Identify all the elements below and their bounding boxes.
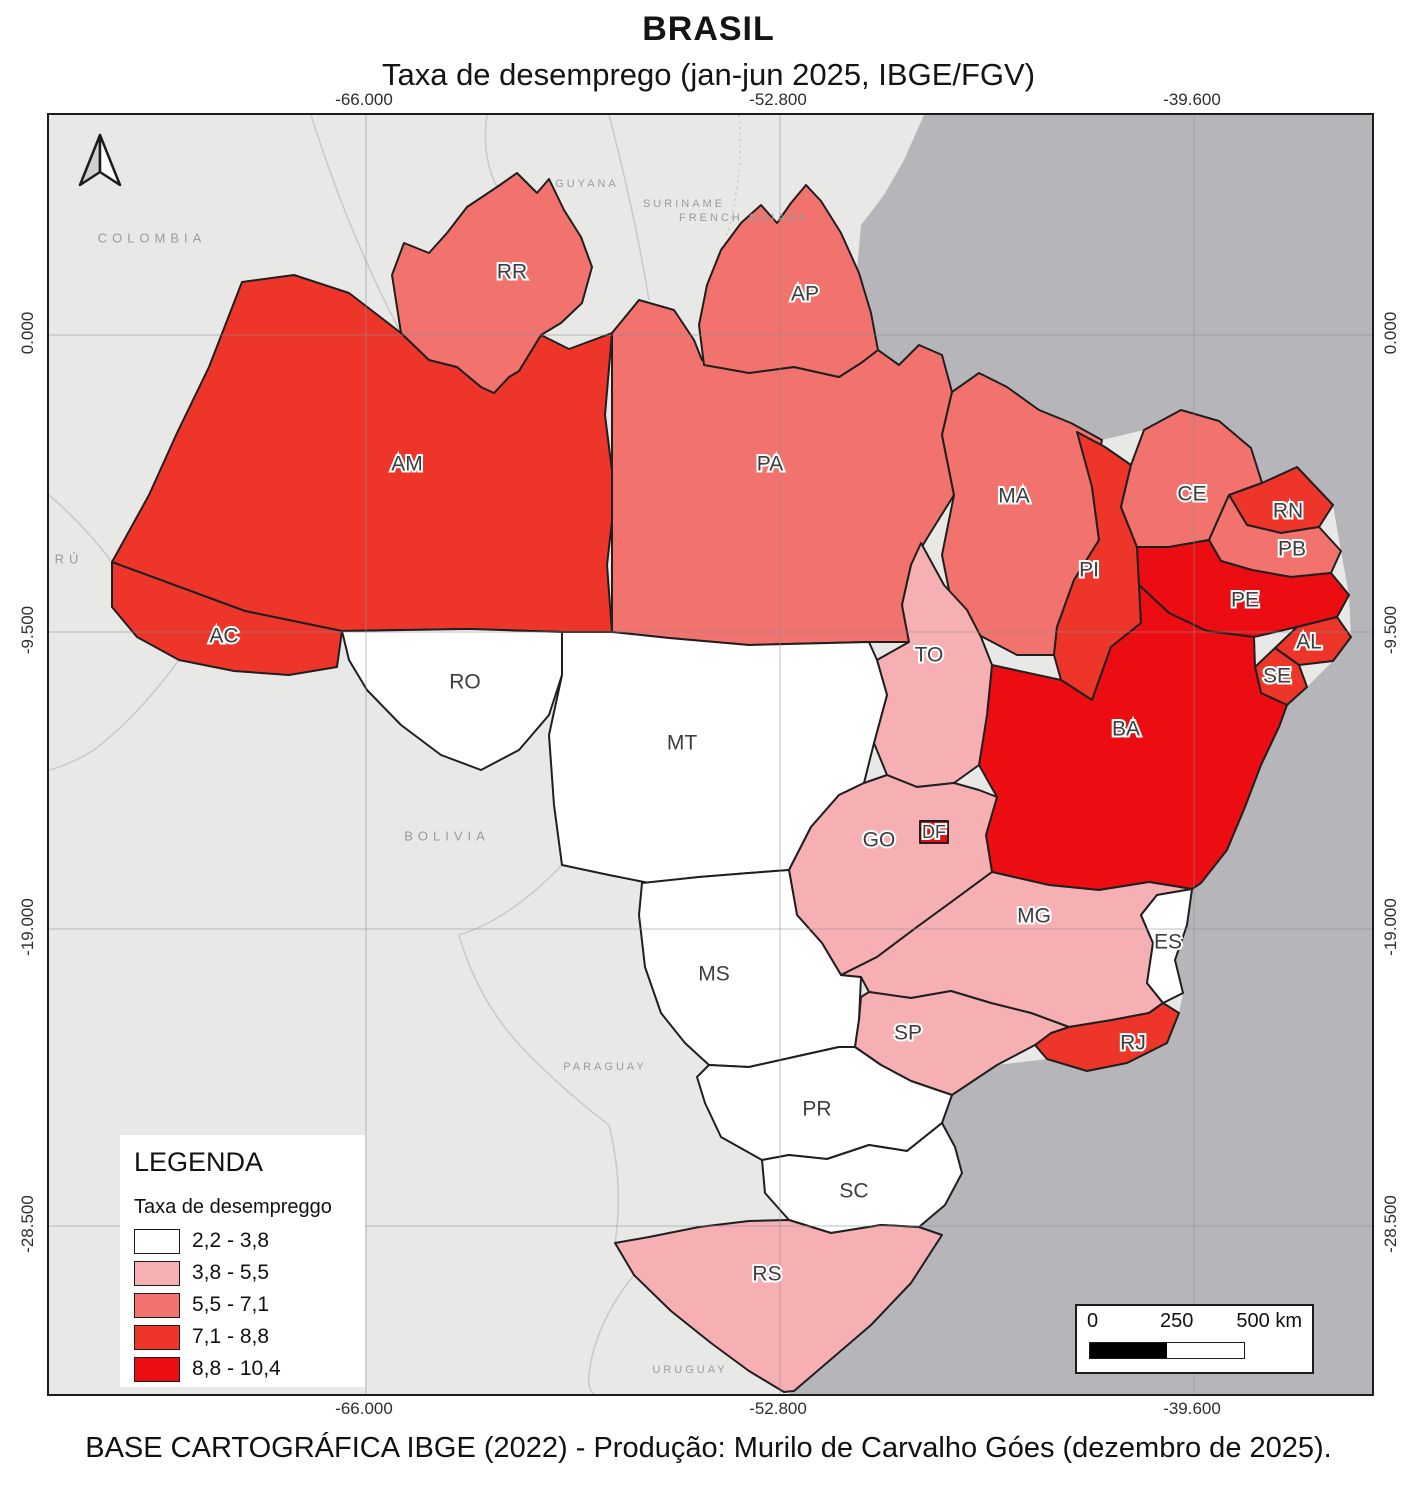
country-label-uruguay: URUGUAY <box>652 1364 727 1376</box>
state-labels: AM AC RO RR PA AP MA PI CE RN PB PE AL S… <box>207 259 1323 1288</box>
country-label-colombia: COLOMBIA <box>98 230 207 245</box>
state-DF <box>919 820 949 844</box>
state-RR <box>391 172 593 394</box>
legend-row: 8,8 - 10,4 <box>134 1353 351 1385</box>
graticule-lines <box>49 115 1372 1394</box>
state-label-DF: DF <box>922 822 946 842</box>
map-subtitle: Taxa de desemprego (jan-jun 2025, IBGE/F… <box>381 57 1036 92</box>
neighbor-country-borders <box>49 115 741 1394</box>
state-ES <box>1140 888 1193 1004</box>
state-label-MS: MS <box>698 963 730 986</box>
axis-top-3: -39.600 <box>1163 90 1221 109</box>
axis-right-3: -19.000 <box>1381 898 1400 956</box>
legend-swatch-5 <box>134 1356 180 1382</box>
scalebar-segment-white <box>1167 1343 1244 1358</box>
axis-top-1: -66.000 <box>335 90 393 109</box>
legend-label-3: 5,5 - 7,1 <box>192 1293 270 1316</box>
scalebar-segment-black <box>1090 1343 1167 1358</box>
state-SP <box>854 990 1070 1096</box>
scalebar-tick-250: 250 <box>1160 1310 1194 1332</box>
scalebar-labels: 0 250 500 km <box>1077 1310 1312 1334</box>
axis-left-3: -19.000 <box>18 898 37 956</box>
state-label-AC: AC <box>209 625 238 648</box>
state-label-RO: RO <box>449 671 481 694</box>
neighbor-country-labels: COLOMBIA GUYANA SURINAME FRENCH GUIANA R… <box>55 178 809 1376</box>
state-AP <box>698 184 879 378</box>
axis-left-2: -9.500 <box>18 605 37 655</box>
axis-bottom-2: -52.800 <box>749 1399 807 1418</box>
state-label-MG: MG <box>1017 905 1051 928</box>
legend-swatch-4 <box>134 1324 180 1350</box>
map-title: BRASIL <box>642 10 775 48</box>
axis-right-4: -28.500 <box>1381 1195 1400 1253</box>
state-RS <box>614 1219 943 1393</box>
state-label-GO: GO <box>863 829 896 852</box>
country-label-guyana: GUYANA <box>555 178 619 190</box>
north-arrow-icon <box>78 133 122 187</box>
axis-top-2: -52.800 <box>749 90 807 109</box>
axis-left-4: -28.500 <box>18 1195 37 1253</box>
state-label-RR: RR <box>497 261 527 284</box>
state-AC <box>111 561 343 676</box>
states-layer <box>111 172 1352 1393</box>
scalebar: 0 250 500 km <box>1075 1304 1314 1374</box>
legend-label-2: 3,8 - 5,5 <box>192 1261 270 1284</box>
state-label-PR: PR <box>802 1098 831 1121</box>
legend-row: 7,1 - 8,8 <box>134 1321 351 1353</box>
country-label-french-guiana: FRENCH GUIANA <box>679 212 809 224</box>
map-svg: COLOMBIA GUYANA SURINAME FRENCH GUIANA R… <box>49 115 1372 1394</box>
state-label-RN: RN <box>1273 500 1303 523</box>
scalebar-unit: km <box>1275 1310 1302 1332</box>
state-label-CE: CE <box>1177 483 1206 506</box>
axis-right-1: 0.000 <box>1381 311 1400 355</box>
state-label-BA: BA <box>1112 718 1140 741</box>
country-label-bolivia: BOLIVIA <box>404 828 490 843</box>
scalebar-tick-0: 0 <box>1087 1310 1099 1332</box>
state-label-RJ: RJ <box>1120 1032 1146 1055</box>
state-label-AP: AP <box>791 283 819 306</box>
legend-swatch-2 <box>134 1260 180 1286</box>
state-label-TO: TO <box>915 644 944 667</box>
legend-row: 5,5 - 7,1 <box>134 1289 351 1321</box>
state-label-RS: RS <box>752 1263 781 1286</box>
state-label-SE: SE <box>1263 665 1291 688</box>
map-source-caption: BASE CARTOGRÁFICA IBGE (2022) - Produção… <box>85 1432 1332 1464</box>
state-label-MA: MA <box>998 485 1030 508</box>
legend-row: 2,2 - 3,8 <box>134 1225 351 1257</box>
legend-swatch-3 <box>134 1292 180 1318</box>
country-label-suriname: SURINAME <box>643 198 725 210</box>
legend-row: 3,8 - 5,5 <box>134 1257 351 1289</box>
state-label-PB: PB <box>1278 538 1306 561</box>
legend-title: LEGENDA <box>134 1147 264 1177</box>
state-label-MT: MT <box>667 732 697 755</box>
legend-label-5: 8,8 - 10,4 <box>192 1357 281 1380</box>
legend-label-4: 7,1 - 8,8 <box>192 1325 270 1348</box>
state-label-PE: PE <box>1231 589 1259 612</box>
state-label-PA: PA <box>757 453 783 476</box>
state-label-SC: SC <box>839 1180 868 1203</box>
scalebar-tick-500: 500 km <box>1236 1310 1302 1333</box>
scalebar-tick-500-value: 500 <box>1236 1310 1270 1332</box>
scalebar-bar <box>1089 1342 1245 1359</box>
legend-layer-title: Taxa de desempreggo <box>134 1196 332 1218</box>
legend-panel: LEGENDA Taxa de desempreggo 2,2 - 3,8 3,… <box>120 1135 365 1387</box>
state-label-AM: AM <box>391 453 423 476</box>
country-label-paraguay: PARAGUAY <box>563 1061 647 1073</box>
axis-right-2: -9.500 <box>1381 605 1400 655</box>
legend-label-1: 2,2 - 3,8 <box>192 1229 270 1252</box>
map-canvas: COLOMBIA GUYANA SURINAME FRENCH GUIANA R… <box>47 113 1374 1396</box>
state-label-ES: ES <box>1154 931 1182 954</box>
country-label-peru: RÚ <box>55 551 84 566</box>
legend-swatch-1 <box>134 1228 180 1254</box>
state-label-SP: SP <box>894 1022 922 1045</box>
axis-bottom-1: -66.000 <box>335 1399 393 1418</box>
state-label-PI: PI <box>1079 559 1099 582</box>
axis-left-1: 0.000 <box>18 311 37 355</box>
state-label-AL: AL <box>1296 631 1322 654</box>
axis-bottom-3: -39.600 <box>1163 1399 1221 1418</box>
